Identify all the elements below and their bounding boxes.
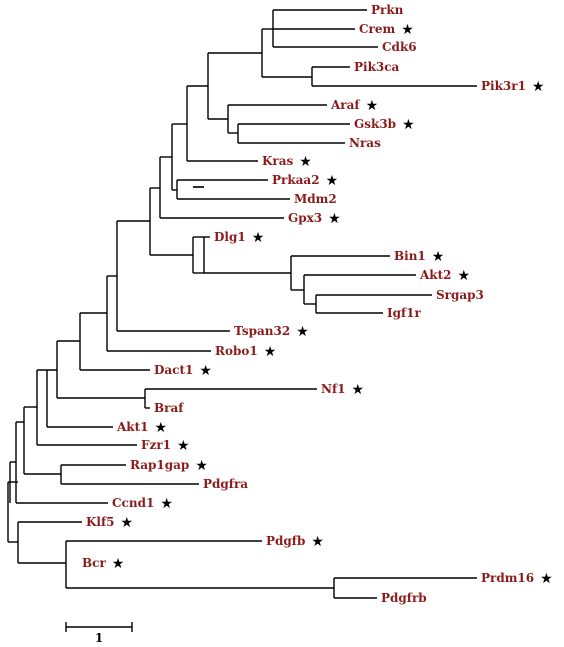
leaf-label-prdm16: Prdm16	[481, 571, 534, 585]
star-icon: ★	[155, 420, 168, 436]
leaf-label-igf1r: Igf1r	[387, 306, 422, 320]
star-icon: ★	[296, 324, 309, 340]
star-icon: ★	[199, 363, 212, 379]
leaf-label-ccnd1: Ccnd1	[112, 496, 154, 510]
leaf-label-prkaa2: Prkaa2	[272, 173, 320, 187]
star-icon: ★	[402, 117, 415, 133]
leaf-label-nf1: Nf1	[321, 382, 345, 396]
leaf-label-srgap3: Srgap3	[436, 288, 484, 302]
star-icon: ★	[458, 268, 471, 284]
star-icon: ★	[540, 571, 553, 587]
star-icon: ★	[532, 79, 545, 95]
leaf-label-pik3ca: Pik3ca	[354, 60, 400, 74]
leaf-label-klf5: Klf5	[86, 515, 115, 529]
leaf-label-akt1: Akt1	[116, 420, 149, 434]
leaf-label-akt2: Akt2	[419, 268, 452, 282]
scale-bar: 1	[65, 622, 133, 645]
star-icon: ★	[401, 22, 414, 38]
leaf-label-dact1: Dact1	[154, 363, 193, 377]
star-icon: ★	[366, 98, 379, 114]
star-icon: ★	[177, 438, 190, 454]
scale-bar-label: 1	[95, 631, 103, 645]
leaf-labels: Prkn Crem ★ Cdk6 Pik3ca Pik3r1 ★ Araf ★ Gsk3b ★ Nra…	[82, 3, 553, 605]
leaf-label-kras: Kras	[262, 154, 294, 168]
star-icon: ★	[311, 534, 324, 550]
leaf-label-dlg1: Dlg1	[214, 230, 246, 244]
leaf-label-crem: Crem	[359, 22, 396, 36]
leaf-label-pik3r1: Pik3r1	[481, 79, 526, 93]
star-icon: ★	[121, 515, 134, 531]
star-icon: ★	[252, 230, 265, 246]
leaf-label-gpx3: Gpx3	[288, 211, 322, 225]
leaf-label-tspan32: Tspan32	[234, 324, 290, 338]
leaf-label-cdk6: Cdk6	[382, 40, 417, 54]
star-icon: ★	[432, 249, 445, 265]
leaf-label-bin1: Bin1	[394, 249, 426, 263]
leaf-label-pdgfb: Pdgfb	[266, 534, 305, 548]
star-icon: ★	[264, 344, 277, 360]
leaf-label-robo1: Robo1	[215, 344, 258, 358]
leaf-label-braf: Braf	[154, 401, 184, 415]
star-icon: ★	[195, 458, 208, 474]
star-icon: ★	[328, 211, 341, 227]
leaf-label-fzr1: Fzr1	[141, 438, 171, 452]
star-icon: ★	[160, 496, 173, 512]
tree-branches	[7, 9, 477, 599]
star-icon: ★	[299, 154, 312, 170]
leaf-label-gsk3b: Gsk3b	[354, 117, 396, 131]
leaf-label-pdgfrb: Pdgfrb	[381, 591, 427, 605]
leaf-label-mdm2: Mdm2	[294, 192, 337, 206]
leaf-label-nras: Nras	[349, 136, 381, 150]
leaf-label-araf: Araf	[330, 98, 360, 112]
leaf-label-bcr: Bcr	[82, 556, 106, 570]
leaf-label-pdgfra: Pdgfra	[203, 477, 248, 491]
leaf-label-prkn: Prkn	[371, 3, 404, 17]
star-icon: ★	[351, 382, 364, 398]
leaf-label-rap1gap: Rap1gap	[130, 458, 189, 472]
star-icon: ★	[112, 556, 125, 572]
star-icon: ★	[326, 173, 339, 189]
